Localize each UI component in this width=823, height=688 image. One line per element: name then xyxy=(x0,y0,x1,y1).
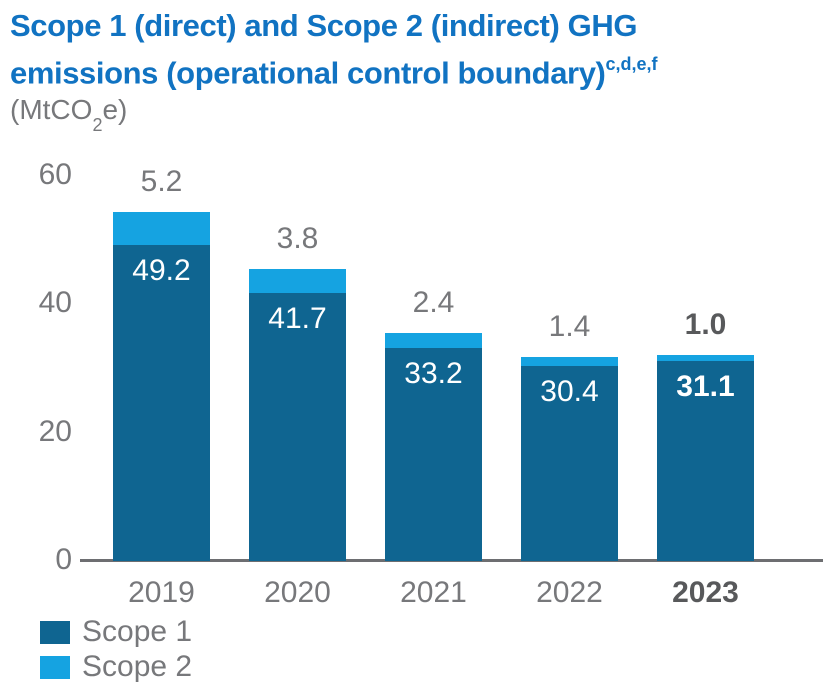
y-tick-label-60: 60 xyxy=(38,157,72,191)
scope1-value-label-2021: 33.2 xyxy=(404,357,463,390)
x-tick-label-2021: 2021 xyxy=(400,576,467,609)
chart-title-line1: Scope 1 (direct) and Scope 2 (indirect) … xyxy=(10,8,638,43)
chart-title: Scope 1 (direct) and Scope 2 (indirect) … xyxy=(10,6,657,93)
chart-unit-label: (MtCO2e) xyxy=(10,93,127,137)
bar-2023-scope1-segment xyxy=(657,361,754,561)
scope1-value-label-2020: 41.7 xyxy=(268,302,327,336)
legend-label-scope-1: Scope 1 xyxy=(82,615,193,648)
scope2-value-label-2023: 1.0 xyxy=(684,308,727,341)
bar-2019-scope1-segment xyxy=(113,245,210,561)
bar-2023-scope2-segment xyxy=(657,355,754,362)
chart-title-line2: emissions (operational control boundary) xyxy=(10,55,606,91)
scope1-value-label-2023: 31.1 xyxy=(676,370,735,404)
legend-item-scope-1: Scope 1 xyxy=(40,617,192,647)
y-tick-label-0: 0 xyxy=(55,543,72,576)
scope1-value-label-2019: 49.2 xyxy=(132,254,191,288)
bar-2022-scope2-segment xyxy=(521,356,618,366)
unit-suffix: e) xyxy=(102,94,128,125)
unit-prefix: (MtCO xyxy=(10,94,93,125)
bar-2021-scope1-segment xyxy=(385,348,482,561)
unit-subscript: 2 xyxy=(92,114,103,135)
legend-item-scope-2: Scope 2 xyxy=(40,652,192,682)
legend-label-scope-2: Scope 2 xyxy=(82,650,193,683)
chart-legend: Scope 1 Scope 2 xyxy=(40,617,192,687)
bar-2020-scope1-segment xyxy=(249,293,346,561)
bar-2021-scope2-segment xyxy=(385,332,482,348)
chart-title-footnote-markers: c,d,e,f xyxy=(605,54,658,74)
scope2-value-label-2021: 2.4 xyxy=(412,285,455,319)
x-tick-label-2020: 2020 xyxy=(264,576,331,609)
x-tick-label-2023: 2023 xyxy=(672,576,739,609)
y-tick-label-20: 20 xyxy=(38,414,72,448)
legend-swatch-scope-2 xyxy=(40,655,70,679)
x-tick-label-2022: 2022 xyxy=(536,576,603,609)
y-tick-label-40: 40 xyxy=(38,286,72,320)
scope2-value-label-2022: 1.4 xyxy=(548,309,591,343)
bar-2020-scope2-segment xyxy=(249,269,346,294)
scope2-value-label-2019: 5.2 xyxy=(140,164,183,198)
x-tick-label-2019: 2019 xyxy=(128,576,195,609)
bar-2022-scope1-segment xyxy=(521,365,618,561)
scope1-value-label-2022: 30.4 xyxy=(540,374,599,408)
scope2-value-label-2020: 3.8 xyxy=(276,222,319,255)
bar-2019-scope2-segment xyxy=(113,211,210,246)
legend-swatch-scope-1 xyxy=(40,620,70,644)
